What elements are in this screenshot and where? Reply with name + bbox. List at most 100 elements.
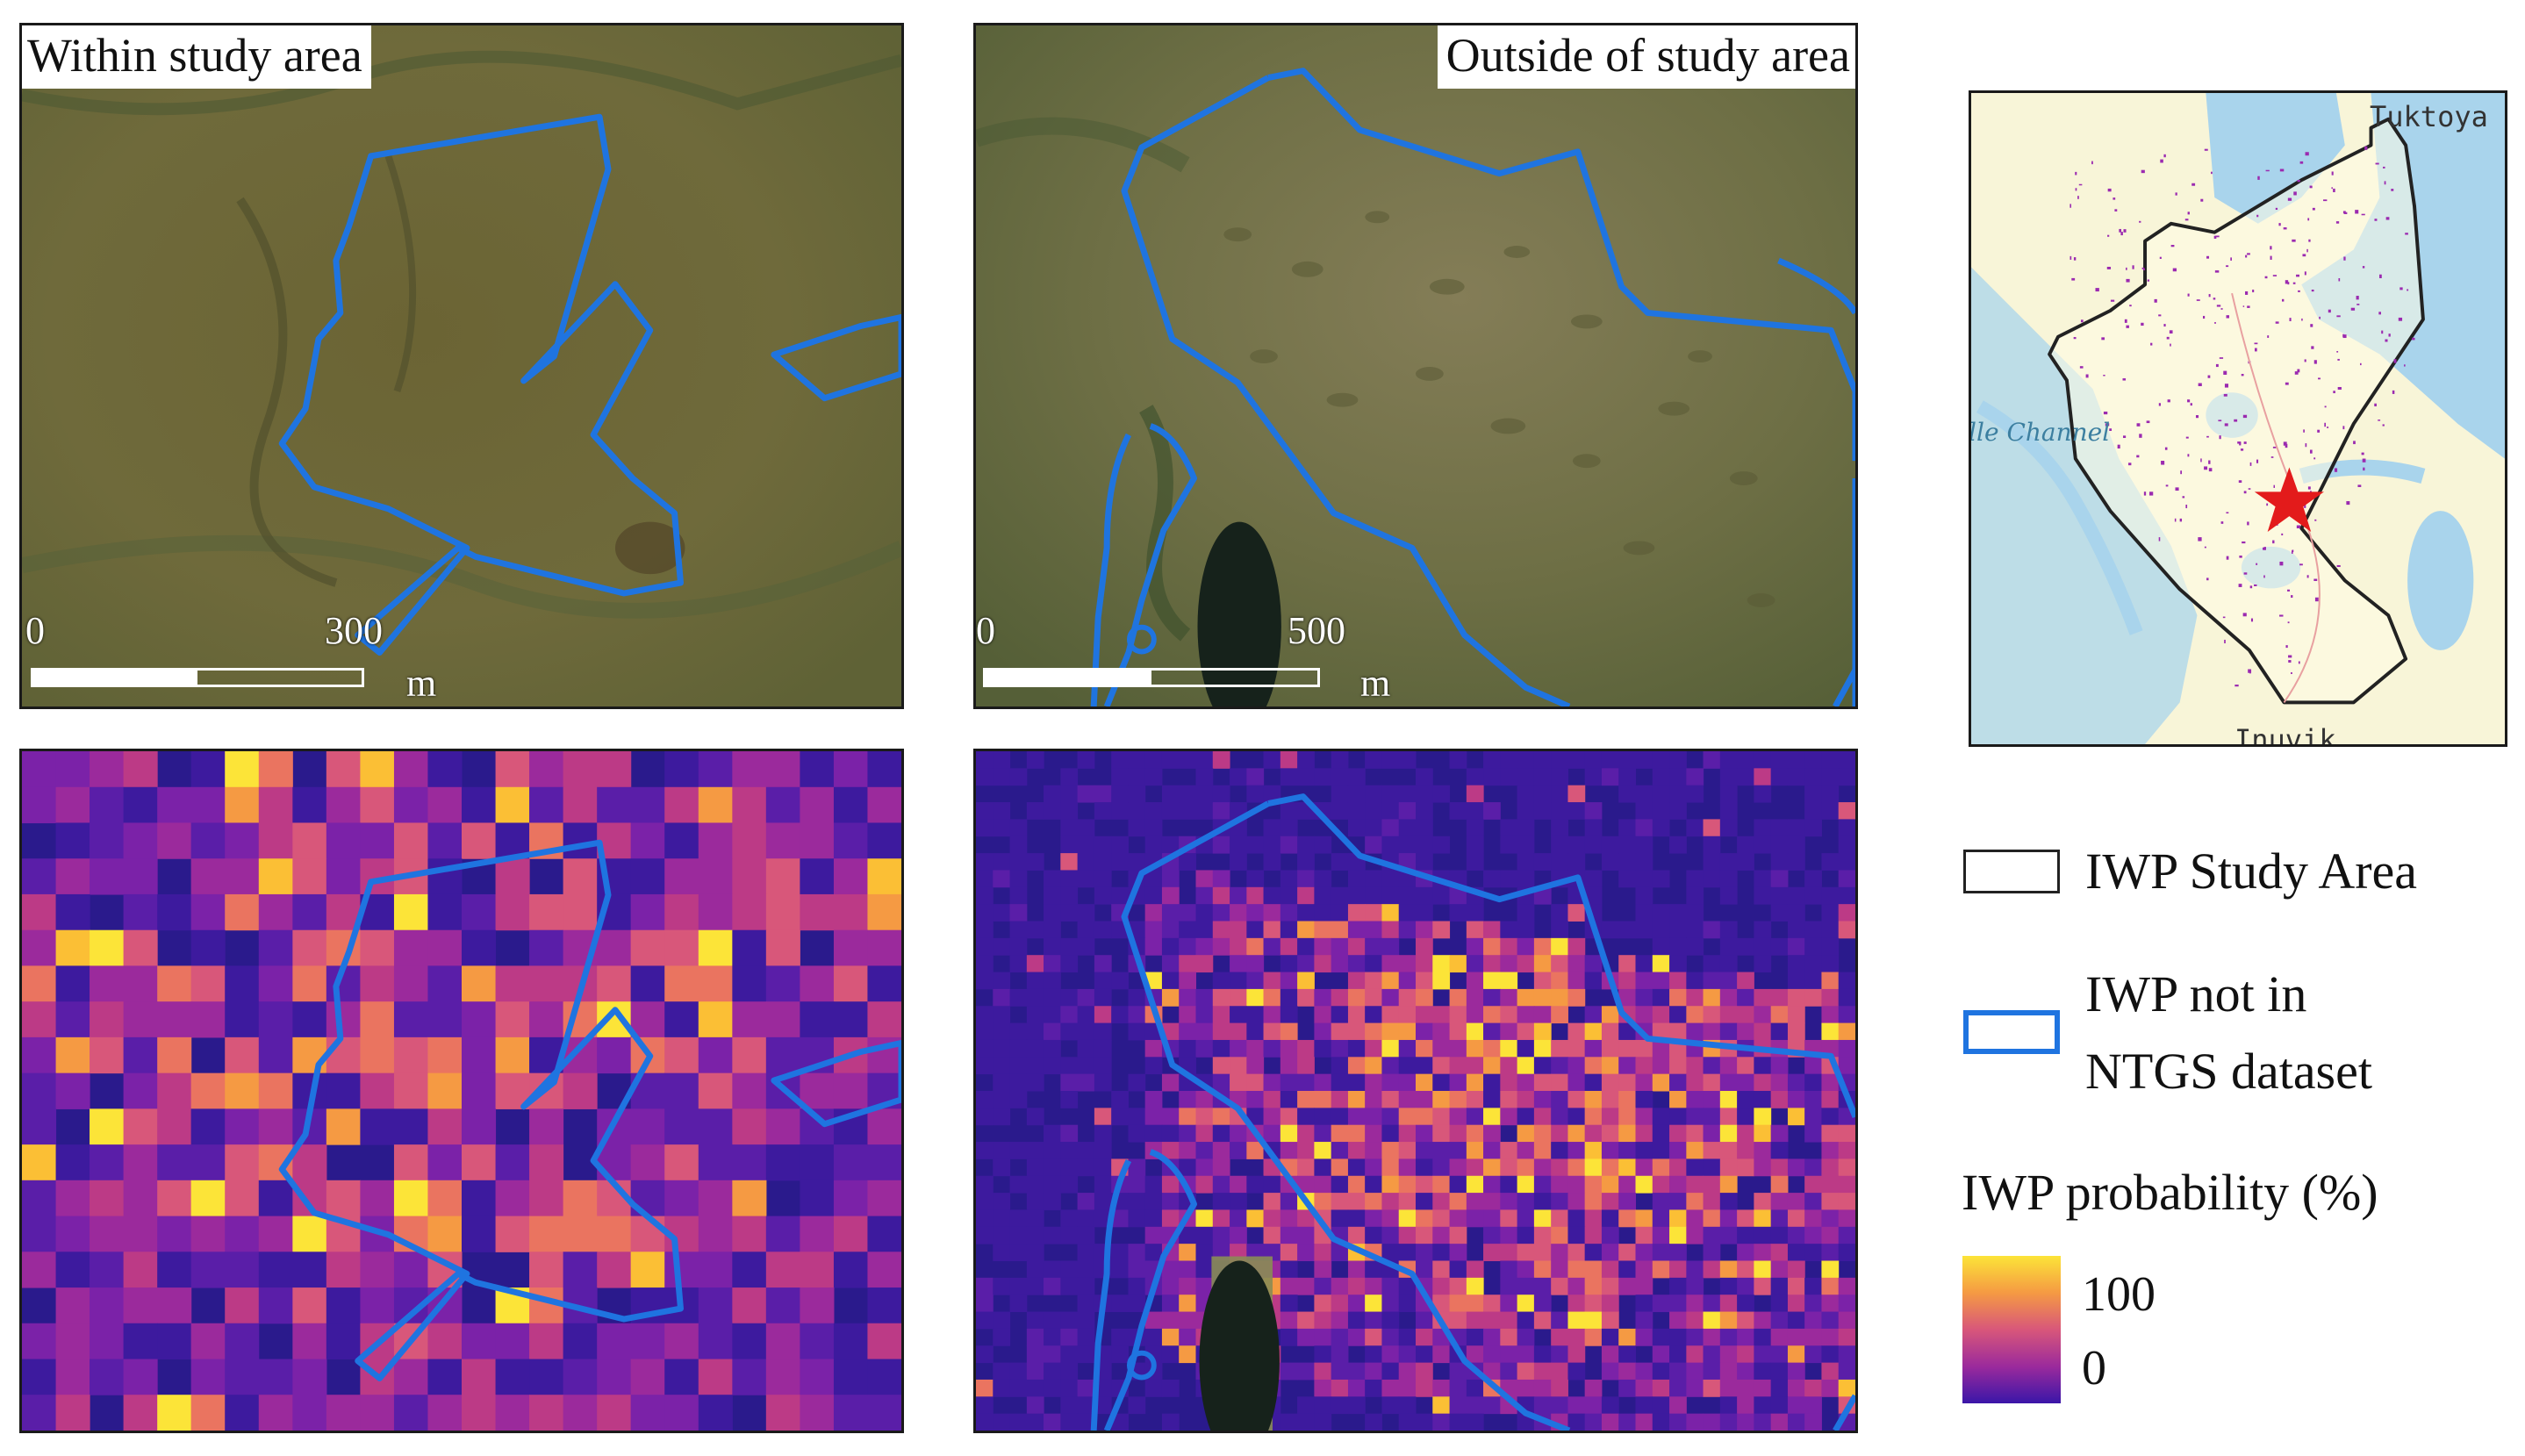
heatmap-cell	[1669, 802, 1687, 820]
heatmap-cell	[1652, 768, 1670, 786]
heatmap-cell	[1754, 988, 1772, 1007]
heatmap-cell	[597, 1252, 632, 1288]
heatmap-cell	[993, 1158, 1011, 1177]
iwp-dot	[2285, 280, 2289, 284]
heatmap-cell	[800, 1287, 835, 1324]
heatmap-cell	[993, 1413, 1011, 1431]
heatmap-cell	[1754, 751, 1772, 769]
heatmap-cell	[1314, 1379, 1332, 1397]
heatmap-cell	[462, 1395, 497, 1431]
heatmap-cell	[1703, 972, 1721, 990]
heatmap-cell	[1365, 1006, 1382, 1024]
heatmap-cell	[1230, 886, 1247, 905]
heatmap-cell	[1466, 1091, 1484, 1108]
heatmap-cell	[225, 893, 260, 931]
heatmap-cell	[1263, 853, 1281, 871]
heatmap-cell	[1044, 1226, 1061, 1244]
heatmap-cell	[1398, 1295, 1417, 1313]
heatmap-cell	[1533, 1073, 1552, 1092]
heatmap-cell	[1212, 937, 1230, 956]
heatmap-cell	[1483, 1124, 1501, 1143]
iwp-dot	[2180, 470, 2183, 475]
heatmap-cell	[1737, 853, 1754, 871]
heatmap-cell	[1347, 1108, 1366, 1126]
iwp-dot	[2247, 521, 2249, 526]
heatmap-cell	[1584, 1108, 1603, 1126]
heatmap-cell	[993, 853, 1011, 871]
heatmap-cell	[833, 1180, 869, 1217]
heatmap-cell	[1314, 1362, 1332, 1381]
heatmap-cell	[1821, 988, 1840, 1007]
iwp-dot	[2248, 488, 2251, 490]
heatmap-cell	[1754, 1142, 1772, 1159]
heatmap-cell	[833, 1144, 869, 1181]
iwp-dot	[2353, 441, 2356, 445]
heatmap-cell	[993, 870, 1011, 888]
heatmap-cell	[1161, 1175, 1180, 1194]
iwp-dot	[2120, 232, 2123, 236]
heatmap-cell	[1331, 921, 1349, 939]
heatmap-cell	[732, 1252, 767, 1288]
heatmap-cell	[1263, 988, 1281, 1007]
heatmap-cell	[393, 1072, 429, 1109]
heatmap-cell	[1669, 751, 1687, 769]
heatmap-cell	[1567, 937, 1586, 956]
heatmap-cell	[1381, 1073, 1400, 1092]
heatmap-cell	[1669, 1175, 1687, 1194]
heatmap-cell	[1821, 1124, 1840, 1143]
iwp-dot	[2182, 496, 2185, 498]
heatmap-cell	[1280, 819, 1298, 837]
heatmap-cell	[1026, 1039, 1044, 1058]
heatmap-cell	[1466, 1175, 1484, 1194]
heatmap-cell	[1416, 1244, 1433, 1261]
heatmap-cell	[393, 1108, 429, 1145]
heatmap-cell	[1297, 1124, 1315, 1143]
heatmap-cell	[225, 822, 260, 859]
heatmap-cell	[993, 1039, 1011, 1058]
heatmap-cell	[190, 1180, 226, 1217]
heatmap-cell	[1483, 972, 1501, 990]
heatmap-cell	[765, 1252, 800, 1288]
heatmap-cell	[123, 929, 158, 967]
heatmap-cell	[1804, 1277, 1822, 1295]
heatmap-cell	[993, 1277, 1011, 1295]
iwp-dot	[2114, 209, 2118, 212]
heatmap-cell	[1483, 1209, 1501, 1228]
heatmap-cell	[1230, 1073, 1247, 1092]
heatmap-cell	[1737, 1108, 1754, 1126]
heatmap-cell	[1551, 972, 1568, 990]
iwp-dot	[2296, 274, 2300, 277]
heatmap-cell	[1044, 921, 1061, 939]
heatmap-cell	[1195, 904, 1214, 922]
heatmap-cell	[1567, 1073, 1586, 1092]
iwp-dot	[2337, 358, 2340, 361]
heatmap-cell	[1026, 1413, 1044, 1431]
heatmap-cell	[1026, 955, 1044, 973]
iwp-dot	[2224, 423, 2228, 427]
heatmap-cell	[867, 786, 901, 824]
iwp-dot	[2122, 435, 2127, 439]
iwp-dot	[2245, 255, 2248, 258]
heatmap-cell	[1381, 1328, 1400, 1346]
heatmap-cell	[1212, 1124, 1230, 1143]
heatmap-cell	[1618, 785, 1636, 803]
heatmap-cell	[1635, 1277, 1653, 1295]
heatmap-cell	[1179, 972, 1196, 990]
heatmap-cell	[1331, 1073, 1349, 1092]
heatmap-cell	[630, 786, 665, 824]
heatmap-cell	[1179, 1006, 1196, 1024]
heatmap-cell	[1703, 1379, 1721, 1397]
heatmap-cell	[1331, 1175, 1349, 1194]
heatmap-cell	[462, 786, 497, 824]
heatmap-cell	[1838, 1328, 1855, 1346]
heatmap-cell	[630, 1252, 665, 1288]
heatmap-cell	[1551, 1244, 1568, 1261]
heatmap-cell	[1077, 1226, 1095, 1244]
heatmap-cell	[698, 786, 733, 824]
heatmap-cell	[258, 1108, 293, 1145]
heatmap-cell	[833, 1252, 869, 1288]
iwp-dot	[2238, 584, 2242, 587]
lake	[1197, 521, 1281, 706]
heatmap-cell	[1347, 1311, 1366, 1330]
iwp-dot	[2256, 563, 2258, 565]
